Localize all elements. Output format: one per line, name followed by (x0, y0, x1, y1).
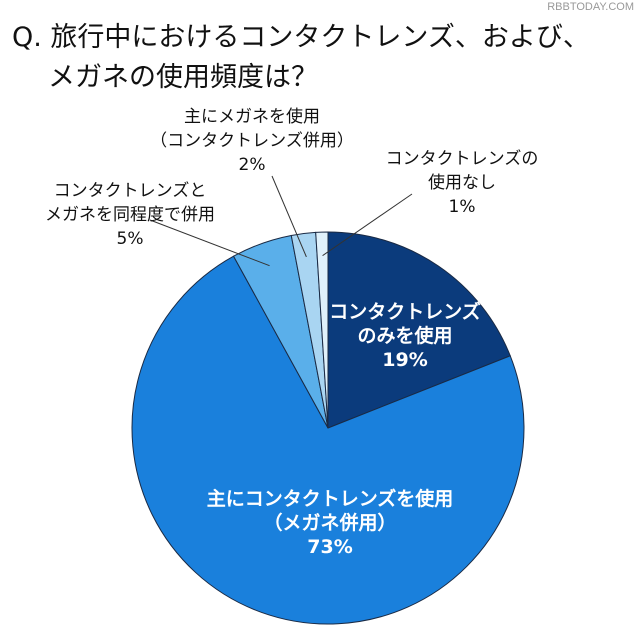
slice-label-3: 主にメガネを使用 (184, 106, 320, 127)
pie-slice-0 (327, 231, 511, 429)
slice-label-4: コンタクトレンズの (386, 149, 539, 169)
leader-line-3 (271, 175, 307, 258)
slice-label-4: 使用なし (428, 172, 496, 193)
slice-label-1: （メガネ併用） (263, 511, 396, 534)
slice-label-0: のみを使用 (357, 325, 452, 347)
pie-slice-1 (131, 255, 525, 625)
title-line-2: メガネの使用頻度は？ (48, 62, 318, 93)
slice-label-0: コンタクトレンズ (329, 300, 481, 323)
slice-label-2: コンタクトレンズと (54, 181, 207, 201)
watermark: RBBTODAY.COM (547, 1, 634, 13)
slice-value-label-0: 19% (382, 349, 427, 371)
slice-label-3: （コンタクトレンズ併用） (150, 131, 354, 151)
slice-label-1: 主にコンタクトレンズを使用 (207, 487, 454, 510)
leader-line-2 (149, 219, 270, 267)
leader-line-4 (322, 193, 413, 257)
slice-value-label-1: 73% (307, 536, 352, 558)
chart-title: Q. 旅行中におけるコンタクトレンズ、および、 メガネの使用頻度は？ (12, 18, 590, 98)
pie-slice-4 (315, 231, 329, 429)
slice-value-label-4: 1% (449, 197, 476, 217)
slice-label-2: メガネを同程度で併用 (45, 205, 215, 225)
slice-value-label-2: 5% (117, 229, 144, 249)
slice-value-label-3: 2% (239, 155, 266, 175)
title-line-1: Q. 旅行中におけるコンタクトレンズ、および、 (12, 22, 590, 53)
